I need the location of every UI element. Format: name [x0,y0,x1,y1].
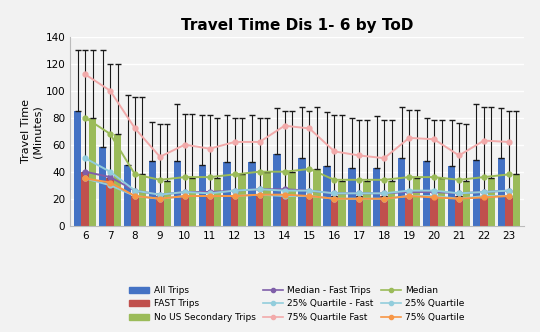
Bar [174,161,181,226]
Bar [363,181,370,226]
Bar [498,158,505,226]
Bar [213,179,221,226]
Bar [381,196,388,226]
Bar [188,179,196,226]
Bar [406,196,413,226]
Bar [273,154,281,226]
Bar [224,162,231,226]
Bar [89,118,96,226]
Bar [256,196,264,226]
Bar [131,196,139,226]
Bar [181,196,188,226]
Bar [313,169,321,226]
Bar [74,111,82,226]
Bar [124,165,131,226]
Bar [288,172,296,226]
Bar [413,179,420,226]
Bar [99,147,106,226]
Bar [398,158,406,226]
Bar [298,158,306,226]
Bar [199,165,206,226]
Bar [448,166,455,226]
Bar [330,196,338,226]
Bar [206,196,213,226]
Title: Travel Time Dis 1- 6 by ToD: Travel Time Dis 1- 6 by ToD [181,18,413,33]
Bar [338,181,346,226]
Bar [512,174,520,226]
Legend: All Trips, FAST Trips, No US Secondary Trips, Median - Fast Trips, 25% Quartile : All Trips, FAST Trips, No US Secondary T… [127,283,467,325]
Bar [488,179,495,226]
Bar [423,161,430,226]
Bar [148,161,156,226]
Bar [480,196,488,226]
Bar [82,172,89,226]
Bar [388,181,395,226]
Bar [455,196,463,226]
Bar [231,196,239,226]
Bar [323,166,330,226]
Bar [306,196,313,226]
Bar [239,174,246,226]
Bar [281,196,288,226]
Bar [264,172,271,226]
Bar [472,160,480,226]
Bar [248,162,256,226]
Bar [348,168,355,226]
Bar [164,181,171,226]
Bar [373,168,381,226]
Bar [156,196,164,226]
Bar [430,196,438,226]
Bar [463,181,470,226]
Bar [505,196,512,226]
Bar [139,174,146,226]
Bar [114,134,122,226]
Bar [355,196,363,226]
Y-axis label: Travel Time
(Minutes): Travel Time (Minutes) [21,99,43,163]
Bar [106,179,114,226]
Bar [438,179,446,226]
